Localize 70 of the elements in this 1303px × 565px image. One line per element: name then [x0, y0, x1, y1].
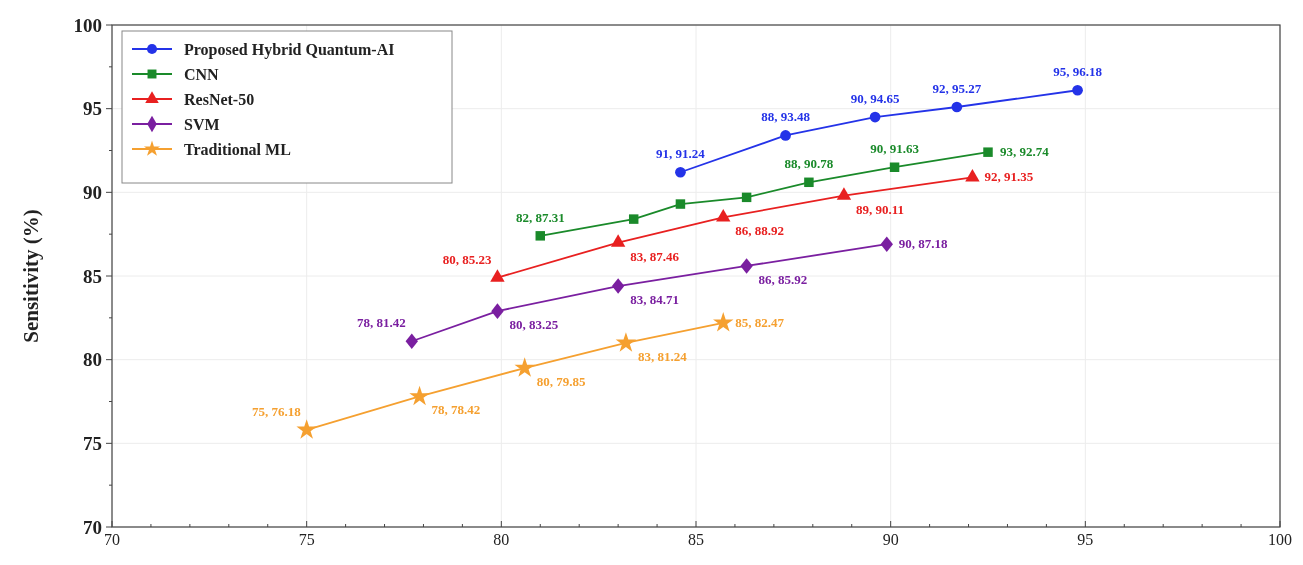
x-tick-label: 80 [493, 531, 510, 548]
annotation: 83, 87.46 [630, 248, 680, 264]
annotation: 78, 78.42 [431, 402, 481, 418]
point [889, 162, 900, 172]
point [611, 278, 625, 294]
point [983, 147, 993, 157]
x-tick-label: 100 [1268, 531, 1292, 548]
point [405, 333, 418, 350]
y-tick-label: 85 [83, 265, 102, 287]
point [880, 236, 893, 253]
annotation: 90, 94.65 [850, 91, 900, 107]
point [675, 199, 686, 209]
legend-label: SVM [184, 115, 220, 133]
annotation: 80, 83.25 [509, 317, 559, 333]
point [615, 332, 637, 352]
legend-label: CNN [184, 65, 220, 83]
y-tick-label: 75 [83, 432, 102, 454]
x-tick-label: 95 [1077, 531, 1094, 548]
annotation: 89, 90.11 [855, 201, 904, 217]
point [951, 101, 963, 113]
annotation: 80, 85.23 [442, 251, 492, 267]
annotation: 83, 81.24 [637, 348, 688, 364]
y-tick-label: 100 [73, 14, 102, 36]
point [490, 269, 505, 282]
y-tick-label: 95 [83, 98, 102, 120]
annotation: 80, 79.85 [536, 374, 586, 390]
point [836, 187, 852, 200]
annotation: 83, 84.71 [630, 292, 679, 308]
point [869, 111, 881, 123]
annotation: 86, 85.92 [758, 271, 808, 287]
legend-label: Traditional ML [184, 140, 291, 158]
y-tick-label: 90 [83, 181, 102, 203]
x-tick-label: 70 [104, 531, 120, 548]
point [675, 166, 686, 178]
annotation: 92, 95.27 [932, 80, 982, 96]
annotation: 90, 91.63 [870, 141, 920, 157]
legend-label: Proposed Hybrid Quantum-AI [184, 40, 395, 59]
annotation: 88, 93.48 [761, 109, 811, 125]
annotation: 91, 91.24 [656, 146, 706, 162]
annotation: 82, 87.31 [515, 209, 565, 225]
point [804, 177, 814, 188]
point [1072, 84, 1083, 96]
annotation: 85, 82.47 [735, 314, 785, 330]
point [740, 258, 753, 274]
point [713, 312, 734, 332]
point [610, 234, 626, 247]
x-tick-label: 85 [688, 531, 704, 548]
annotation: 78, 81.42 [357, 315, 406, 331]
annotation: 75, 76.18 [251, 403, 302, 419]
point [296, 419, 317, 439]
point [535, 231, 546, 241]
point [628, 214, 639, 224]
annotation: 92, 91.35 [984, 169, 1034, 185]
point [716, 209, 731, 222]
annotation: 95, 96.18 [1053, 64, 1103, 80]
point [965, 168, 980, 182]
point [514, 357, 535, 377]
point [491, 303, 504, 319]
y-tick-label: 80 [83, 349, 102, 371]
annotation: 93, 92.74 [1000, 144, 1050, 160]
annotation: 88, 90.78 [784, 156, 834, 172]
point [780, 130, 791, 141]
annotation: 86, 88.92 [735, 223, 784, 239]
y-axis-title: Sensitivity (%) [19, 209, 43, 343]
point [409, 385, 430, 406]
legend-label: ResNet-50 [184, 90, 255, 108]
annotation: 90, 87.18 [898, 236, 949, 252]
x-tick-label: 90 [882, 531, 899, 548]
x-tick-label: 75 [298, 531, 315, 548]
point [741, 192, 752, 203]
